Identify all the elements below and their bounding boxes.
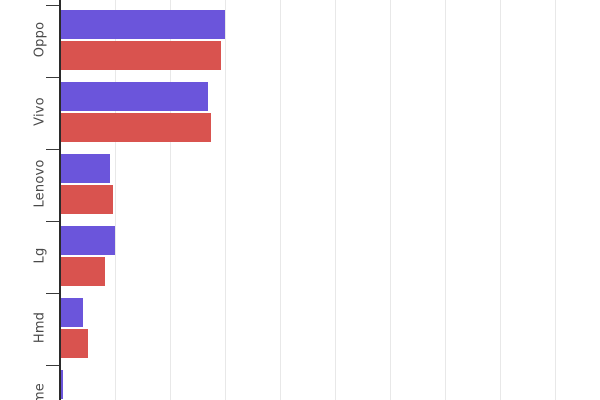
gridline bbox=[555, 0, 556, 400]
bar-vivo-series-2 bbox=[60, 113, 211, 142]
gridline bbox=[280, 0, 281, 400]
bar-oppo-series-1 bbox=[60, 10, 225, 39]
y-axis-label-lg: Lg bbox=[32, 247, 48, 264]
y-axis-label-oppo: Oppo bbox=[32, 21, 48, 58]
bar-lg-series-2 bbox=[60, 257, 105, 286]
bar-oppo-series-2 bbox=[60, 41, 221, 70]
gridline bbox=[390, 0, 391, 400]
axis-tick bbox=[46, 365, 59, 366]
axis-tick bbox=[46, 5, 59, 6]
bar-realme-series-1 bbox=[60, 370, 63, 399]
bar-vivo-series-1 bbox=[60, 82, 208, 111]
axis-tick bbox=[46, 77, 59, 78]
gridline bbox=[225, 0, 226, 400]
gridline bbox=[500, 0, 501, 400]
y-axis-label-lenovo: Lenovo bbox=[32, 159, 48, 208]
bar-lg-series-1 bbox=[60, 226, 115, 255]
y-axis-label-vivo: Vivo bbox=[32, 97, 48, 126]
gridline bbox=[335, 0, 336, 400]
y-axis-line bbox=[59, 0, 61, 400]
y-axis-label-realme: alme bbox=[32, 382, 48, 400]
gridline bbox=[115, 0, 116, 400]
axis-tick bbox=[46, 221, 59, 222]
gridline bbox=[445, 0, 446, 400]
axis-tick bbox=[46, 149, 59, 150]
bar-hmd-series-2 bbox=[60, 329, 88, 358]
gridline bbox=[170, 0, 171, 400]
y-axis-label-hmd: Hmd bbox=[32, 311, 48, 344]
bar-lenovo-series-1 bbox=[60, 154, 110, 183]
bar-lenovo-series-2 bbox=[60, 185, 113, 214]
bar-hmd-series-1 bbox=[60, 298, 83, 327]
axis-tick bbox=[46, 293, 59, 294]
